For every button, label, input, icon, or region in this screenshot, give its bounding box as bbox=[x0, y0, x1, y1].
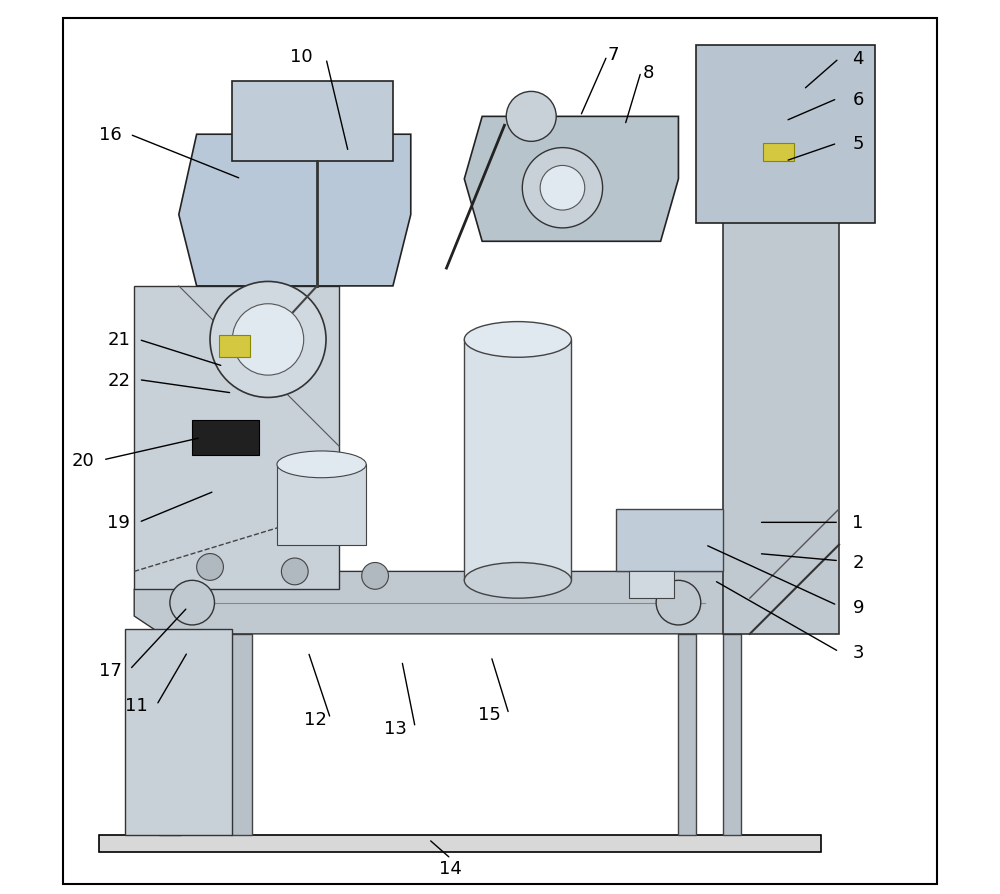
Polygon shape bbox=[219, 335, 250, 358]
Text: 1: 1 bbox=[852, 514, 864, 532]
Text: 13: 13 bbox=[384, 719, 407, 737]
Text: 19: 19 bbox=[107, 514, 130, 532]
Polygon shape bbox=[723, 634, 741, 835]
Circle shape bbox=[540, 166, 585, 211]
Ellipse shape bbox=[464, 563, 571, 598]
Polygon shape bbox=[192, 420, 259, 456]
Text: 9: 9 bbox=[852, 598, 864, 616]
Polygon shape bbox=[696, 46, 875, 224]
Polygon shape bbox=[232, 81, 393, 162]
Polygon shape bbox=[763, 144, 794, 162]
Circle shape bbox=[656, 581, 701, 625]
Text: 12: 12 bbox=[304, 710, 327, 728]
Circle shape bbox=[232, 304, 304, 375]
Text: 6: 6 bbox=[852, 90, 864, 108]
Circle shape bbox=[362, 563, 388, 590]
Text: 17: 17 bbox=[99, 661, 121, 679]
Text: 8: 8 bbox=[643, 63, 654, 81]
Text: 5: 5 bbox=[852, 135, 864, 153]
Polygon shape bbox=[125, 629, 232, 835]
Polygon shape bbox=[723, 215, 839, 634]
Text: 2: 2 bbox=[852, 554, 864, 572]
Polygon shape bbox=[159, 634, 181, 835]
Polygon shape bbox=[678, 634, 696, 835]
Text: 10: 10 bbox=[290, 47, 313, 65]
Text: 22: 22 bbox=[107, 371, 130, 389]
Text: 14: 14 bbox=[439, 858, 462, 877]
Polygon shape bbox=[629, 572, 674, 598]
Text: 11: 11 bbox=[125, 696, 148, 714]
Polygon shape bbox=[616, 510, 723, 572]
Text: 3: 3 bbox=[852, 643, 864, 661]
Text: 20: 20 bbox=[72, 451, 94, 469]
Text: 4: 4 bbox=[852, 50, 864, 68]
Polygon shape bbox=[179, 135, 411, 287]
Polygon shape bbox=[134, 572, 750, 634]
Text: 15: 15 bbox=[478, 705, 501, 723]
Ellipse shape bbox=[277, 451, 366, 478]
Polygon shape bbox=[464, 117, 678, 242]
Polygon shape bbox=[277, 465, 366, 545]
Polygon shape bbox=[99, 835, 821, 853]
Circle shape bbox=[522, 148, 603, 229]
Circle shape bbox=[281, 559, 308, 586]
Circle shape bbox=[197, 554, 223, 581]
Polygon shape bbox=[231, 634, 252, 835]
Polygon shape bbox=[134, 287, 339, 590]
Text: 16: 16 bbox=[99, 126, 121, 144]
Circle shape bbox=[506, 92, 556, 142]
Circle shape bbox=[170, 581, 214, 625]
Polygon shape bbox=[464, 340, 571, 581]
Text: 21: 21 bbox=[107, 331, 130, 349]
Ellipse shape bbox=[464, 322, 571, 358]
Text: 7: 7 bbox=[607, 46, 619, 63]
Circle shape bbox=[210, 283, 326, 398]
